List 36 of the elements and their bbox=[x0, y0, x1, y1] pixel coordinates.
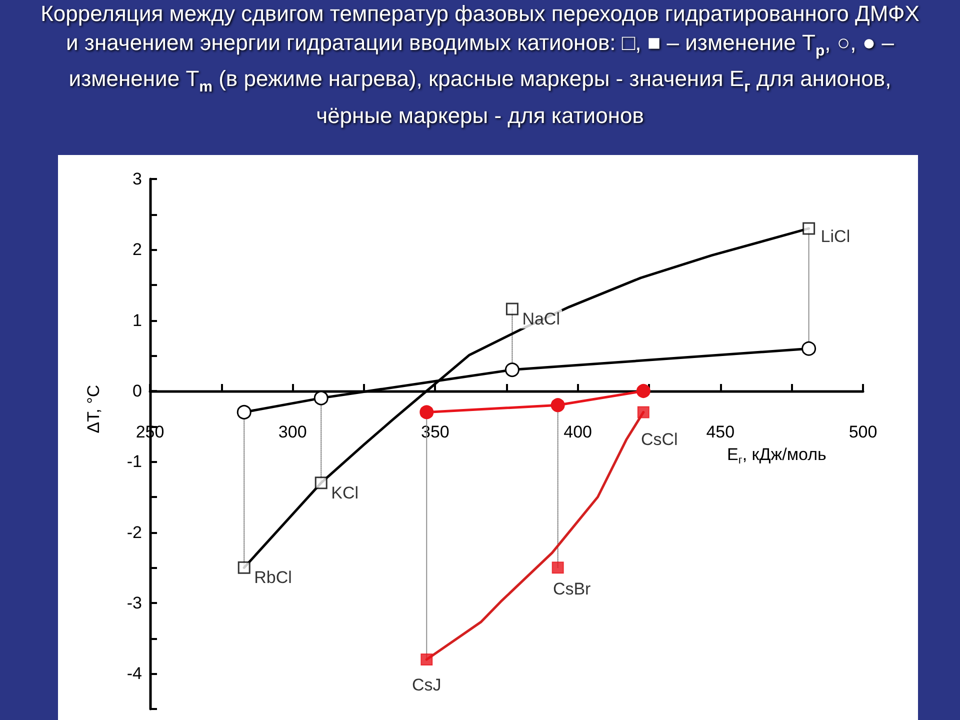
chart-title: Корреляция между сдвигом температур фазовых переходов гидратированного ДМФХ и значением энергии гидратации вводимых катионов: □, ■ – изменение T$_{p}$, ○, ● – изменение T$_{m}$ (в режиме нагрева), красные маркеры - значения E$_{г}$ для анионов, чёрные маркеры - для катионов bbox=[40, 1, 920, 128]
x-tick-label: 300 bbox=[278, 422, 307, 442]
point bbox=[420, 405, 434, 420]
point bbox=[236, 404, 252, 420]
point bbox=[802, 222, 816, 235]
point bbox=[637, 406, 650, 418]
x-tick-label: 350 bbox=[421, 422, 450, 442]
x-tick-label: 400 bbox=[564, 422, 592, 442]
y-tick-label: 3 bbox=[132, 170, 142, 188]
x-tick-label: 450 bbox=[706, 422, 735, 442]
y-tick-label: -4 bbox=[126, 664, 142, 684]
annotation: CsBr bbox=[552, 580, 592, 599]
y-axis-title: ΔT, °C bbox=[84, 384, 103, 434]
y-tick-label: -1 bbox=[126, 452, 142, 472]
y-tick-label: -2 bbox=[126, 522, 142, 542]
annotation: LiCl bbox=[820, 226, 850, 246]
point bbox=[314, 390, 328, 406]
y-tick-label: 0 bbox=[132, 382, 142, 400]
point bbox=[506, 302, 518, 316]
point bbox=[802, 341, 816, 356]
x-tick-label: 500 bbox=[848, 422, 878, 442]
point bbox=[636, 384, 650, 398]
point bbox=[314, 476, 328, 490]
annotation: NaCl bbox=[522, 310, 560, 329]
y-tick-label: -3 bbox=[126, 594, 142, 612]
y-tick-label: 2 bbox=[132, 240, 142, 260]
point bbox=[550, 398, 565, 412]
point bbox=[504, 362, 520, 378]
point bbox=[552, 562, 564, 574]
point bbox=[238, 561, 250, 574]
y-tick-label: 1 bbox=[132, 310, 142, 330]
point bbox=[420, 654, 433, 666]
annotation: CsCl bbox=[640, 430, 678, 450]
annotation: RbCl bbox=[254, 568, 292, 588]
annotation: CsJ bbox=[412, 676, 442, 695]
annotation: KCl bbox=[331, 483, 359, 502]
